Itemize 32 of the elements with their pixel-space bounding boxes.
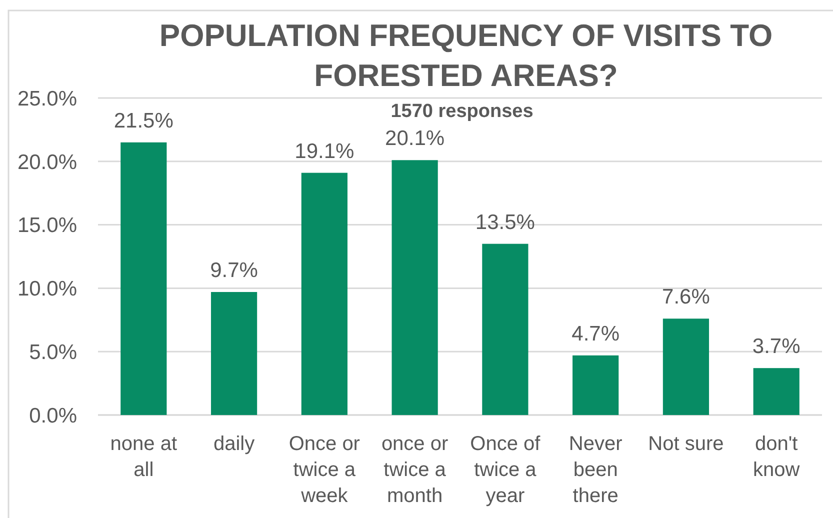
data-label: 4.7% bbox=[572, 322, 620, 346]
y-tick-label: 25.0% bbox=[17, 87, 77, 110]
data-label: 3.7% bbox=[752, 335, 800, 358]
y-tick-label: 10.0% bbox=[17, 278, 77, 301]
data-label: 21.5% bbox=[114, 109, 174, 132]
data-label: 9.7% bbox=[210, 259, 258, 282]
x-tick-label: daily bbox=[213, 433, 255, 455]
x-tick-label: Not sure bbox=[648, 433, 724, 455]
bar bbox=[301, 172, 348, 415]
bar bbox=[482, 244, 528, 415]
y-tick-label: 5.0% bbox=[29, 340, 77, 364]
y-tick-label: 20.0% bbox=[17, 150, 77, 174]
data-label: 19.1% bbox=[294, 140, 354, 163]
bar bbox=[120, 142, 167, 415]
x-tick-label: once or twice a month bbox=[381, 433, 448, 507]
chart-title: POPULATION FREQUENCY OF VISITS TO FORESTED AREAS? bbox=[159, 18, 773, 93]
x-tick-label: don't know bbox=[753, 433, 800, 481]
data-label: 13.5% bbox=[475, 210, 535, 234]
data-label: 7.6% bbox=[662, 286, 710, 309]
bar bbox=[392, 160, 438, 415]
bar bbox=[753, 368, 800, 415]
x-tick-label: none at all bbox=[110, 433, 178, 481]
bar bbox=[662, 318, 710, 415]
y-tick-label: 15.0% bbox=[17, 214, 77, 238]
data-label: 20.1% bbox=[385, 127, 445, 150]
bar bbox=[210, 292, 258, 415]
bar bbox=[572, 355, 619, 415]
chart-subtitle: 1570 responses bbox=[390, 101, 534, 122]
x-tick-label: Never been there bbox=[568, 433, 623, 507]
y-tick-label: 0.0% bbox=[29, 404, 77, 428]
x-tick-label: Once of twice a year bbox=[470, 433, 541, 507]
x-tick-label: Once or twice a week bbox=[288, 433, 360, 507]
